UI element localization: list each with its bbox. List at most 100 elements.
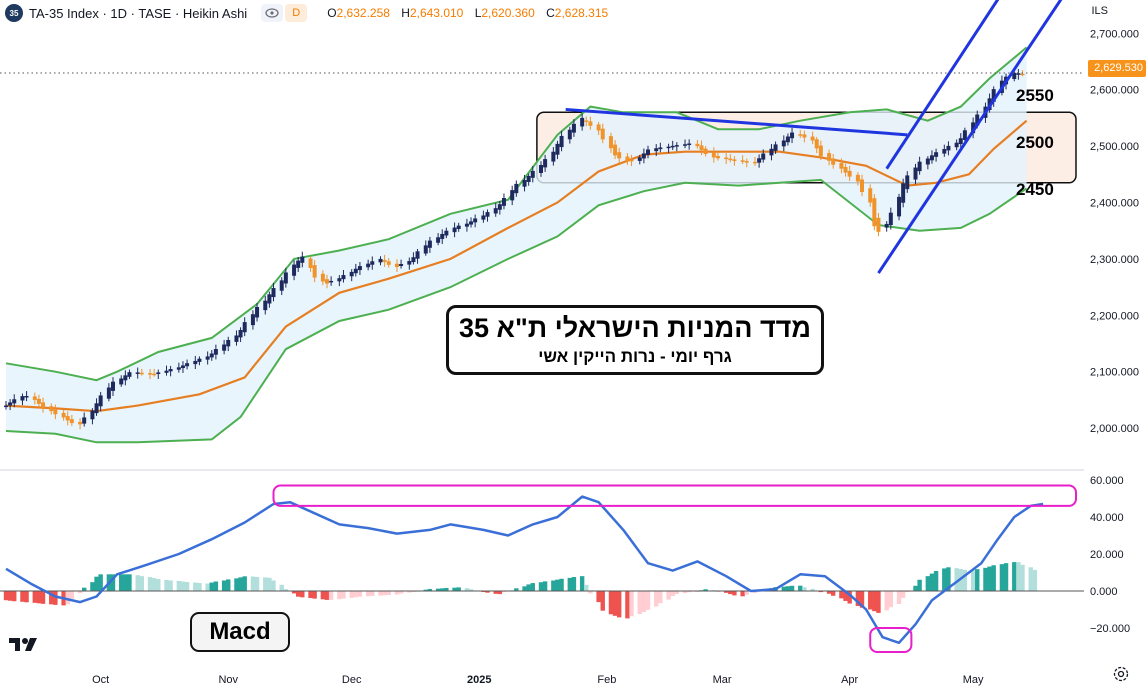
candle-body [522,179,527,187]
candle-body [8,402,13,406]
candle-body [242,322,247,333]
macd-histogram-bar [752,590,758,594]
candle-body [197,358,202,362]
macd-histogram-bar [320,590,326,600]
candle-body [382,259,387,262]
macd-label-box[interactable]: Macd [190,612,290,652]
ohlc-close-key: C [546,6,555,20]
macd-histogram-bar [357,590,363,597]
annotation-subtitle: גרף יומי - נרות הייקין אשי [538,347,732,366]
candle-body [440,234,445,239]
price-tick-label: 2,600.000 [1090,85,1139,97]
macd-histogram-bar [728,590,733,595]
currency-label[interactable]: ILS [1091,5,1108,17]
macd-histogram-bar [205,583,210,591]
macd-histogram-bar [291,590,297,594]
macd-histogram-bar [542,581,548,591]
interval-badge[interactable]: D [285,4,308,22]
macd-histogram-bar [970,570,976,591]
macd-histogram-bar [365,590,371,597]
candle-body [255,306,260,318]
macd-histogram-bar [925,576,931,591]
candle-body [847,170,852,177]
candle-body [139,372,144,375]
macd-histogram-bar [913,585,918,591]
bollinger-lower-line [5,178,1028,444]
candle-body [818,145,823,157]
chart-header: 35 TA-35 Index · 1D · TASE · Heikin Ashi… [0,3,616,23]
macd-histogram-bar [1028,567,1033,591]
macd-histogram-bar [929,573,935,591]
candle-body [386,261,391,265]
settings-gear-icon[interactable] [1112,665,1130,683]
candle-body [78,421,83,425]
candle-body [90,410,95,420]
macd-tick-label: 0.000 [1090,586,1118,598]
macd-histogram-bar [1016,562,1021,591]
annotation-box[interactable]: מדד המניות הישראלי ת"א 35 גרף יומי - נרו… [446,305,824,375]
candle-body [613,144,618,156]
macd-histogram-bar [238,577,243,591]
ohlc-open-key: O [327,6,337,20]
macd-histogram-bar [798,585,803,591]
macd-histogram-bar [65,590,70,605]
macd-histogram-bar [818,590,824,593]
candle-body [814,139,819,149]
macd-histogram-bar [7,590,13,601]
candle-body [366,263,371,268]
macd-histogram-bar [942,568,947,591]
macd-histogram-bar [349,590,354,598]
candle-body [929,155,934,161]
tradingview-logo[interactable] [8,636,40,652]
candle-body [41,402,46,408]
candle-body [205,356,210,360]
candle-body [341,275,346,280]
moving-average-line [5,119,1028,413]
candle-body [674,145,679,147]
macd-histogram-bar [94,576,99,591]
time-tick-label: Apr [841,674,858,686]
level-label-2450: 2450 [1016,180,1054,199]
candle-body [905,175,910,190]
macd-histogram-bar [975,569,980,591]
macd-histogram-bar [263,577,268,591]
macd-histogram-bar [666,590,671,600]
candle-body [695,143,700,147]
candle-body [991,89,996,102]
macd-histogram-bar [53,590,58,605]
candle-body [744,161,749,163]
macd-histogram-bar [559,578,564,591]
eye-icon [265,8,279,18]
candle-body [481,215,486,220]
candle-body [876,217,881,232]
candle-body [724,157,729,160]
macd-histogram-bar [600,590,605,611]
candle-body [584,120,589,122]
macd-histogram-bar [398,590,404,594]
macd-histogram-bar [555,579,560,591]
price-tick-label: 2,400.000 [1090,198,1139,210]
candle-body [49,406,54,412]
candle-body [106,387,111,399]
resistance-trendline [565,107,908,137]
candle-body [119,378,124,385]
candle-body [530,170,535,178]
macd-histogram-bar [456,587,461,591]
candle-body [176,367,181,370]
macd-histogram-bar [69,590,75,599]
macd-histogram-bar [612,590,618,616]
macd-histogram-bar [530,583,535,591]
macd-histogram-bar [917,579,922,591]
macd-histogram-bar [485,590,490,593]
level-label-2500: 2500 [1016,133,1054,152]
price-tick-label: 2,100.000 [1090,367,1139,379]
symbol-badge[interactable]: 35 [5,4,23,22]
candle-body [510,190,515,201]
symbol-title[interactable]: TA-35 Index · 1D · TASE · Heikin Ashi [29,5,248,21]
ohlc-low-value: 2,620.360 [481,6,535,20]
visibility-toggle-button[interactable] [261,4,284,22]
candle-body [69,419,74,424]
macd-histogram-bar [962,569,968,591]
candle-body [810,136,815,141]
